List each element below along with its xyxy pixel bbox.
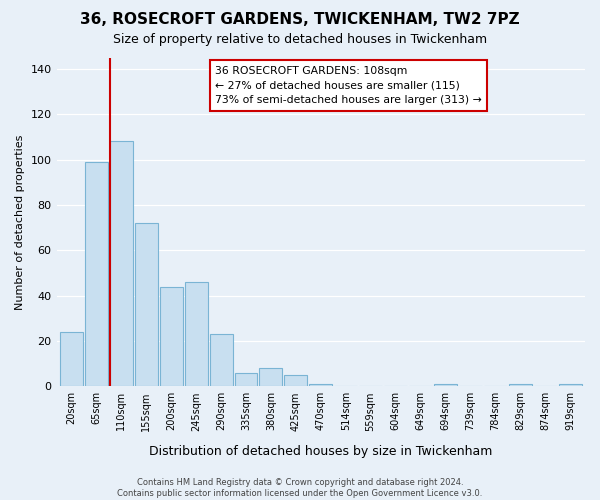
Bar — [185, 282, 208, 387]
Text: Contains HM Land Registry data © Crown copyright and database right 2024.
Contai: Contains HM Land Registry data © Crown c… — [118, 478, 482, 498]
Bar — [110, 142, 133, 386]
Y-axis label: Number of detached properties: Number of detached properties — [15, 134, 25, 310]
Bar — [509, 384, 532, 386]
Bar — [209, 334, 233, 386]
Bar — [284, 375, 307, 386]
Bar — [434, 384, 457, 386]
Text: Size of property relative to detached houses in Twickenham: Size of property relative to detached ho… — [113, 32, 487, 46]
Bar — [559, 384, 581, 386]
Bar — [310, 384, 332, 386]
Bar — [259, 368, 283, 386]
Bar — [160, 286, 182, 386]
Bar — [135, 223, 158, 386]
Bar — [85, 162, 108, 386]
Text: 36, ROSECROFT GARDENS, TWICKENHAM, TW2 7PZ: 36, ROSECROFT GARDENS, TWICKENHAM, TW2 7… — [80, 12, 520, 28]
Bar — [60, 332, 83, 386]
Text: 36 ROSECROFT GARDENS: 108sqm
← 27% of detached houses are smaller (115)
73% of s: 36 ROSECROFT GARDENS: 108sqm ← 27% of de… — [215, 66, 482, 106]
Bar — [235, 373, 257, 386]
X-axis label: Distribution of detached houses by size in Twickenham: Distribution of detached houses by size … — [149, 444, 493, 458]
